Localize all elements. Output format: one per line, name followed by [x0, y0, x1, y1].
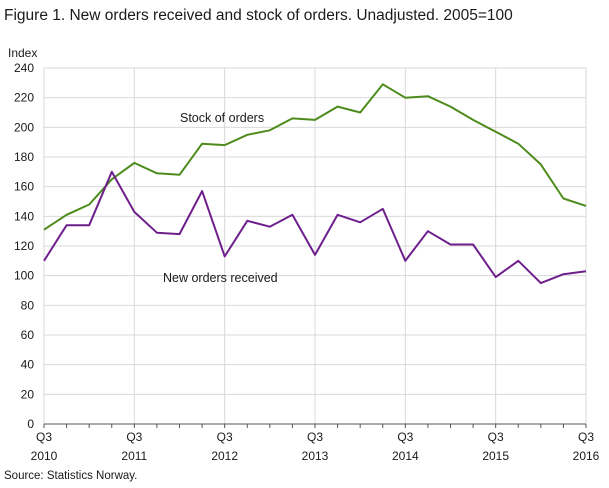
x-tick-label-quarter: Q3 — [307, 430, 323, 444]
x-tick-label-year: 2012 — [211, 449, 238, 463]
y-tick-label: 220 — [14, 91, 34, 105]
x-tick-label-quarter: Q3 — [126, 430, 142, 444]
x-tick-label-quarter: Q3 — [578, 430, 594, 444]
series-line-new-orders-received — [43, 170, 587, 285]
y-tick-label: 120 — [14, 239, 34, 253]
y-tick-label: 20 — [21, 387, 35, 401]
x-tick-label-year: 2011 — [121, 449, 147, 463]
x-tick-label-year: 2016 — [573, 449, 600, 463]
y-tick-label: 200 — [14, 120, 34, 134]
y-tick-label: 240 — [14, 61, 34, 75]
series-line-stock-of-orders — [43, 83, 587, 231]
series-label-stock-of-orders: Stock of orders — [180, 111, 264, 125]
x-tick-label-year: 2014 — [392, 449, 419, 463]
y-tick-label: 60 — [21, 328, 35, 342]
x-tick-label-year: 2010 — [31, 449, 58, 463]
y-tick-label: 180 — [14, 150, 34, 164]
x-tick-label-quarter: Q3 — [217, 430, 233, 444]
y-axis-title: Index — [8, 46, 37, 60]
y-tick-label: 40 — [21, 358, 35, 372]
x-tick-label-quarter: Q3 — [36, 430, 52, 444]
grid-layer — [43, 67, 587, 424]
x-tick-label-quarter: Q3 — [488, 430, 504, 444]
axis-layer: 0 20 40 60 80 100 120 140 160 180 200 220 240 Q3 2010 Q… — [14, 61, 600, 463]
y-tick-label: 140 — [14, 209, 34, 223]
y-tick-label: 160 — [14, 180, 34, 194]
y-tick-label: 100 — [14, 269, 34, 283]
y-tick-label: 80 — [21, 298, 35, 312]
chart-title: Figure 1. New orders received and stock … — [4, 7, 513, 24]
source-note: Source: Statistics Norway. — [4, 470, 138, 482]
x-tick-label-quarter: Q3 — [397, 430, 413, 444]
y-tick-label: 0 — [27, 417, 34, 431]
series-label-new-orders-received: New orders received — [163, 271, 278, 285]
x-tick-label-year: 2013 — [302, 449, 329, 463]
x-tick-label-year: 2015 — [482, 449, 509, 463]
series-layer — [43, 83, 587, 285]
